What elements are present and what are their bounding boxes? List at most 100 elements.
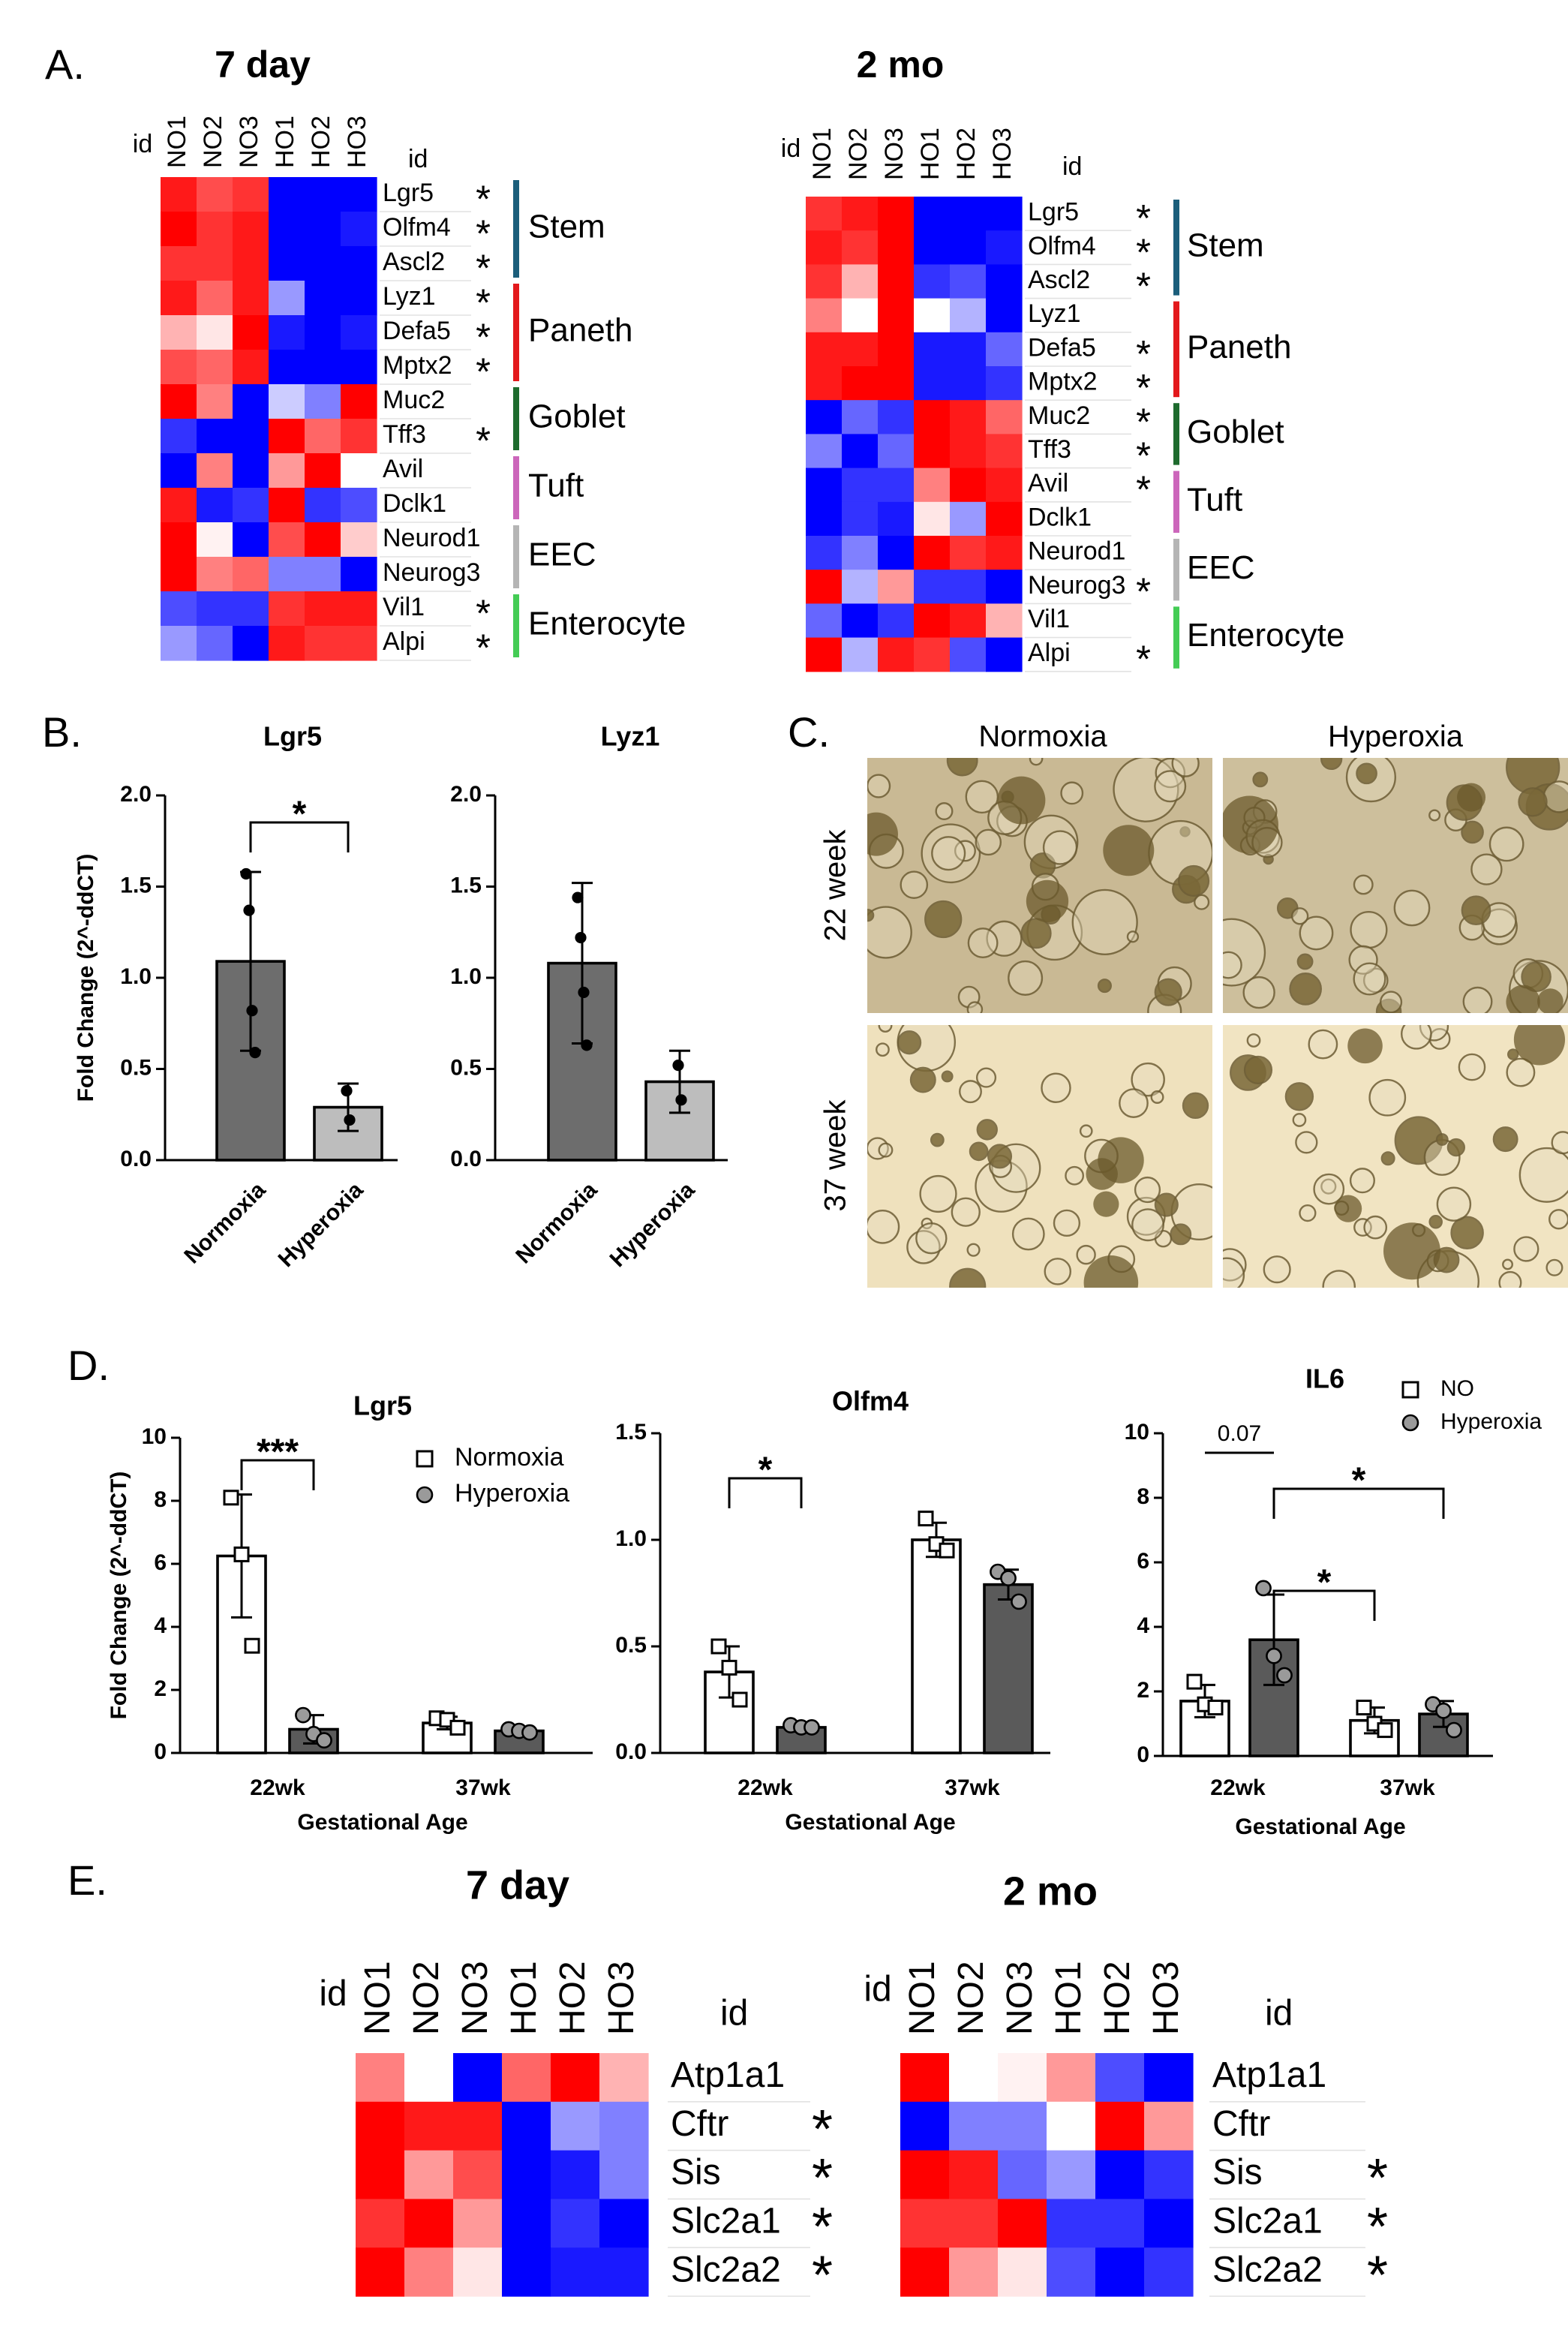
- y-axis-label: Fold Change (2^-ddCT): [74, 854, 98, 1102]
- data-point: [341, 1085, 353, 1097]
- significance-star: *: [476, 626, 491, 669]
- panel-label: C.: [788, 708, 830, 756]
- heatmap-cell: [950, 332, 987, 367]
- organoid: [1223, 1248, 1247, 1282]
- organoid: [1492, 1126, 1518, 1153]
- organoid: [909, 1066, 936, 1093]
- row-header: id: [1265, 1994, 1293, 2034]
- column-label: Hyperoxia: [1328, 720, 1464, 753]
- y-tick-label: 0: [1137, 1742, 1149, 1767]
- heatmap-cell: [806, 637, 843, 672]
- heatmap-cell: [914, 332, 951, 367]
- column-label: HO3: [988, 128, 1017, 180]
- heatmap-cell: [1144, 2101, 1194, 2151]
- heatmap-cell: [878, 230, 915, 265]
- x-tick-label: 22wk: [250, 1775, 305, 1800]
- heatmap-title: 2 mo: [857, 44, 945, 86]
- organoid: [1502, 1258, 1513, 1270]
- heatmap-cell: [341, 315, 377, 350]
- significance-star: *: [812, 2197, 833, 2257]
- legend-label: Hyperoxia: [1440, 1409, 1542, 1434]
- data-point: [581, 1039, 593, 1051]
- heatmap-cell: [806, 366, 843, 401]
- organoid: [1044, 1258, 1072, 1285]
- significance-star: *: [476, 281, 491, 323]
- gene-label: Olfm4: [1028, 232, 1096, 260]
- data-point: [675, 1094, 687, 1106]
- column-label: Normoxia: [978, 720, 1107, 753]
- annotation: 0.07: [1218, 1421, 1261, 1446]
- organoid: [900, 870, 929, 899]
- organoid: [1428, 1215, 1443, 1229]
- y-tick-label: 1.5: [450, 873, 482, 897]
- organoid: [1076, 1244, 1096, 1265]
- column-label: HO2: [1098, 1961, 1137, 2035]
- heatmap-cell: [197, 522, 233, 558]
- dark-clump: [1334, 1195, 1362, 1222]
- heatmap-cell: [356, 2150, 405, 2199]
- heatmap-cell: [453, 2150, 503, 2199]
- data-point: [244, 1637, 260, 1654]
- organoid: [1313, 1173, 1345, 1205]
- organoid: [987, 1144, 1013, 1169]
- data-point: [939, 1542, 955, 1559]
- organoid: [1322, 1270, 1356, 1288]
- group-bar: [1173, 200, 1179, 296]
- y-tick-label: 1.0: [120, 964, 152, 989]
- data-point: [1207, 1700, 1224, 1715]
- organoid: [1350, 910, 1388, 949]
- heatmap-cell: [900, 2150, 950, 2199]
- organoid: [1450, 1216, 1484, 1249]
- heatmap-cell: [356, 2199, 405, 2248]
- organoid: [867, 774, 891, 798]
- heatmap-cell: [914, 264, 951, 299]
- heatmap-cell: [986, 230, 1023, 265]
- significance-star: *: [476, 350, 491, 392]
- heatmap-cell: [404, 2247, 454, 2297]
- heatmap-cell: [806, 400, 843, 434]
- organoid: [1042, 830, 1078, 865]
- chart-title: Lgr5: [263, 721, 322, 752]
- dark-clump: [867, 812, 898, 856]
- heatmap-cell: [269, 246, 305, 281]
- heatmap-cell: [197, 557, 233, 592]
- heatmap-cell: [161, 522, 197, 558]
- heatmap-cell: [914, 366, 951, 401]
- annotation: *: [293, 795, 307, 834]
- gene-label: Dclk1: [383, 489, 446, 518]
- legend-marker: [1401, 1414, 1419, 1432]
- heatmap-cell: [341, 488, 377, 523]
- group-bar: [1173, 301, 1179, 398]
- heatmap-cell: [842, 298, 879, 333]
- heatmap-cell: [233, 522, 269, 558]
- organoid: [1353, 1218, 1372, 1237]
- heatmap-cell: [842, 467, 879, 503]
- gene-label: Atp1a1: [671, 2055, 785, 2095]
- significance-star: *: [476, 246, 491, 289]
- organoid: [1263, 1255, 1291, 1284]
- heatmap-cell: [950, 434, 987, 469]
- heatmap-cell: [986, 366, 1023, 401]
- heatmap-cell: [161, 488, 197, 523]
- heatmap-cell: [197, 246, 233, 281]
- organoid: [1363, 1215, 1388, 1240]
- organoid: [1134, 1176, 1161, 1204]
- organoid: [1065, 1165, 1085, 1186]
- heatmap-cell: [950, 197, 987, 231]
- heatmap-cell: [502, 2053, 551, 2103]
- heatmap-cell: [341, 626, 377, 661]
- heatmap-cell: [161, 557, 197, 592]
- heatmap-cell: [453, 2053, 503, 2103]
- heatmap-cell: [998, 2150, 1047, 2199]
- group-bar: [1173, 403, 1179, 465]
- heatmap-cell: [998, 2247, 1047, 2297]
- heatmap-cell: [986, 603, 1023, 639]
- y-tick-label: 2.0: [450, 782, 482, 807]
- significance-star: *: [1136, 332, 1151, 375]
- heatmap-cell: [305, 419, 341, 454]
- heatmap-cell: [878, 332, 915, 367]
- organoid: [946, 758, 978, 777]
- significance-star: *: [1136, 570, 1151, 612]
- heatmap-cell: [1047, 2053, 1096, 2103]
- significance-star: *: [812, 2246, 833, 2306]
